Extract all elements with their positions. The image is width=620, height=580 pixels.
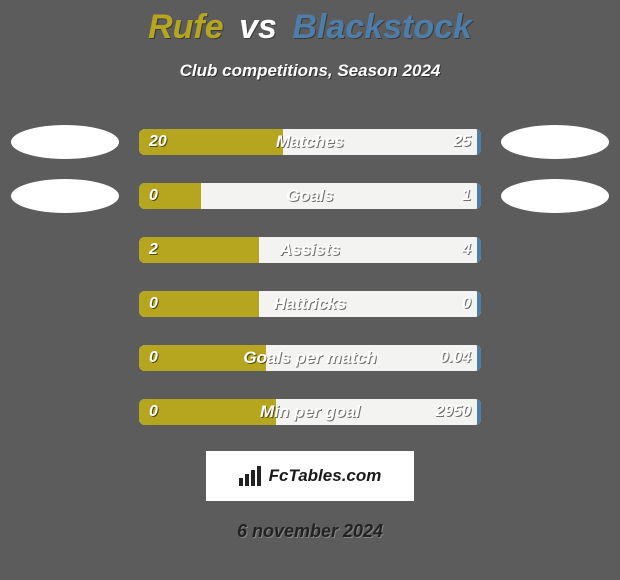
stat-label: Assists	[139, 237, 481, 263]
player1-name: Rufe	[148, 8, 224, 46]
stat-bar: 01Goals	[139, 183, 481, 209]
stat-row: 2025Matches	[0, 125, 620, 159]
stat-row: 00Hattricks	[0, 287, 620, 321]
stat-row: 02950Min per goal	[0, 395, 620, 429]
title-vs: vs	[239, 8, 277, 46]
comparison-infographic: Rufe vs Blackstock Club competitions, Se…	[0, 0, 620, 580]
stat-bar: 02950Min per goal	[139, 399, 481, 425]
page-title: Rufe vs Blackstock	[0, 8, 620, 47]
stat-label: Hattricks	[139, 291, 481, 317]
stat-bar: 00.04Goals per match	[139, 345, 481, 371]
stat-label: Goals	[139, 183, 481, 209]
stat-bar: 2025Matches	[139, 129, 481, 155]
stat-rows: 2025Matches 01Goals 24Assists 00Hattricks 00…	[0, 125, 620, 429]
fctables-logo-icon	[239, 466, 263, 486]
subtitle: Club competitions, Season 2024	[0, 61, 620, 81]
stat-label: Goals per match	[139, 345, 481, 371]
player1-avatar	[11, 179, 119, 213]
player2-name: Blackstock	[292, 8, 472, 46]
stat-bar: 24Assists	[139, 237, 481, 263]
stat-bar: 00Hattricks	[139, 291, 481, 317]
player2-avatar	[501, 125, 609, 159]
player2-avatar	[501, 179, 609, 213]
source-badge-text: FcTables.com	[269, 466, 382, 486]
player1-avatar	[11, 125, 119, 159]
source-badge: FcTables.com	[206, 451, 414, 501]
stat-row: 00.04Goals per match	[0, 341, 620, 375]
stat-label: Matches	[139, 129, 481, 155]
stat-row: 24Assists	[0, 233, 620, 267]
stat-row: 01Goals	[0, 179, 620, 213]
date-label: 6 november 2024	[0, 521, 620, 542]
stat-label: Min per goal	[139, 399, 481, 425]
